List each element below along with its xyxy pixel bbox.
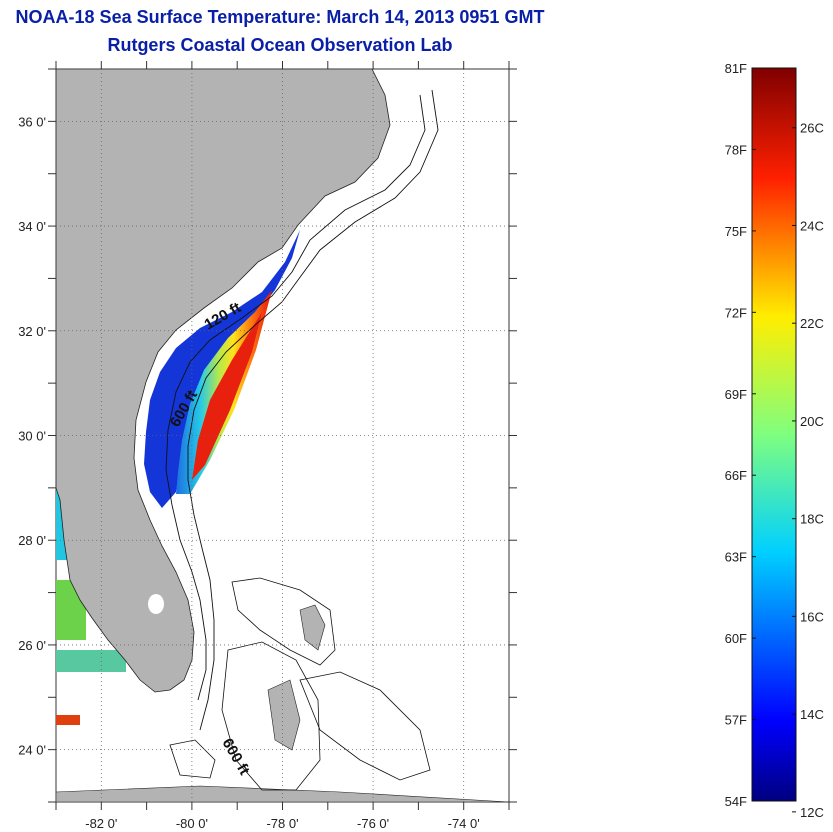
land-abaco [299,604,326,651]
colorbar-label-f: 72F [725,305,747,320]
colorbar-label-f: 69F [725,387,747,402]
colorbar-label-c: 12C [800,805,824,820]
colorbar-label-c: 14C [800,707,824,722]
lake-okeechobee [148,594,164,614]
chart-subtitle: Rutgers Coastal Ocean Observation Lab [107,35,453,55]
lon-tick-label: -76 0' [357,816,389,831]
lon-tick-label: -78 0' [266,816,298,831]
lat-tick-label: 32 0' [18,324,46,339]
contour-600ft [187,89,439,731]
colorbar-fahrenheit-labels: 81F 78F 75F 72F 69F 66F 63F 60F 57F 54F [725,61,756,809]
colorbar-label-c: 18C [800,512,824,527]
colorbar-label-c: 26C [800,121,824,136]
lat-tick-label: 24 0' [18,743,46,758]
colorbar-label-f: 66F [725,468,747,483]
land-andros [267,679,301,751]
colorbar-label-f: 75F [725,224,747,239]
longitude-labels: -82 0' -80 0' -78 0' -76 0' -74 0' [85,816,480,831]
lat-tick-label: 36 0' [18,114,46,129]
colorbar: 81F 78F 75F 72F 69F 66F 63F 60F 57F 54F 26C 24C 22C… [725,61,824,820]
colorbar-label-f: 63F [725,550,747,565]
lon-tick-label: -80 0' [176,816,208,831]
colorbar-label-f: 78F [725,142,747,157]
colorbar-label-c: 24C [800,218,824,233]
contour-bahamas-2 [221,641,321,791]
lat-tick-label: 28 0' [18,533,46,548]
contour-bahamas-1 [231,577,336,666]
colorbar-label-c: 16C [800,609,824,624]
colorbar-gradient [751,67,797,802]
colorbar-label-f: 81F [725,61,747,76]
chart-title: NOAA-18 Sea Surface Temperature: March 1… [15,7,545,27]
colorbar-label-f: 60F [725,631,747,646]
colorbar-label-c: 22C [800,316,824,331]
map-ticks [48,61,517,810]
lon-tick-label: -74 0' [448,816,480,831]
colorbar-label-f: 54F [725,794,747,809]
lat-tick-label: 26 0' [18,638,46,653]
land-southeast-us [56,69,391,693]
colorbar-label-f: 57F [725,713,747,728]
lon-tick-label: -82 0' [85,816,117,831]
colorbar-label-c: 20C [800,414,824,429]
latitude-labels: 24 0' 26 0' 28 0' 30 0' 32 0' 34 0' 36 0' [18,114,46,757]
sst-keys-patch [56,650,126,672]
colorbar-celsius-labels: 26C 24C 22C 20C 18C 16C 14C 12C [792,121,824,820]
contour-bahamas-3 [299,671,431,781]
lat-tick-label: 30 0' [18,429,46,444]
contour-bahamas-4 [169,739,216,779]
contour-120ft [165,94,426,701]
lat-tick-label: 34 0' [18,219,46,234]
sst-keys-red [56,715,80,725]
sst-hot-core [192,312,262,480]
